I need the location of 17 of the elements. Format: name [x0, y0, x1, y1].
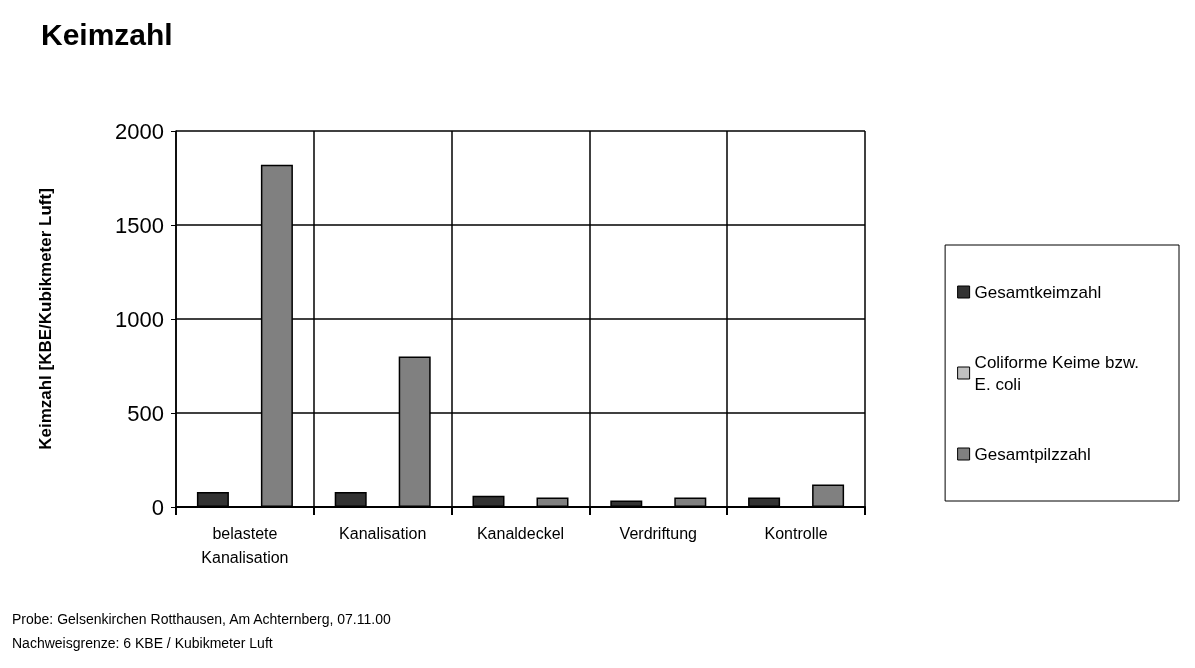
- x-tick-label: belastete Kanalisation: [201, 524, 289, 566]
- y-tick-label: 2000: [115, 118, 164, 144]
- y-tick-label: 0: [151, 494, 164, 520]
- y-tick-label: 500: [127, 400, 164, 426]
- legend-label: Coliforme Keime bzw. E. coli: [974, 352, 1139, 394]
- chart-title: Keimzahl: [41, 17, 173, 51]
- x-tick-label: Verdriftung: [619, 524, 697, 542]
- y-tick-label: 1500: [115, 212, 164, 238]
- x-tick-label: Kontrolle: [764, 524, 828, 542]
- legend-label: Gesamtpilzzahl: [974, 444, 1091, 464]
- text: Probe: Gelsenkirchen Rotthausen, Am Achternberg, 07.11.00: [12, 611, 391, 627]
- x-tick-label: Kanalisation: [339, 524, 427, 542]
- y-tick-label: 1000: [115, 306, 164, 332]
- x-tick-label: Kanaldeckel: [476, 524, 565, 542]
- text: Nachweisgrenze: 6 KBE / Kubikmeter Luft: [12, 635, 273, 651]
- y-axis-title: Keimzahl [KBE/Kubikmeter Luft]: [36, 188, 55, 450]
- legend-label: Gesamtkeimzahl: [974, 282, 1102, 302]
